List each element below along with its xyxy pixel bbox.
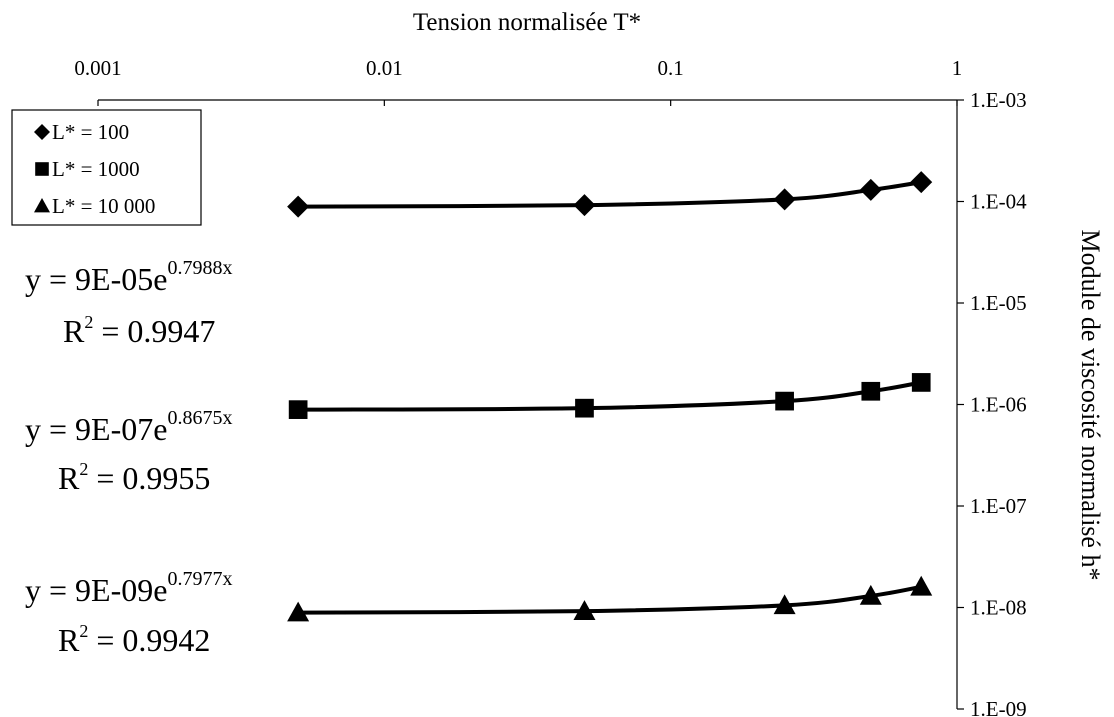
r2-value: = 0.9942	[88, 622, 211, 658]
r2-value: = 0.9947	[93, 313, 216, 349]
r2-label: R	[58, 460, 80, 496]
series-line-2	[298, 380, 922, 412]
series-curves	[298, 180, 922, 615]
legend-marker	[35, 162, 49, 176]
y-tick-label: 1.E-03	[970, 88, 1027, 112]
data-point	[910, 171, 933, 194]
series-markers	[287, 171, 933, 622]
r-squared-2: R2 = 0.9955	[58, 459, 211, 496]
y-tick-label: 1.E-05	[970, 291, 1027, 315]
equation-exponent: 0.8675x	[167, 407, 233, 430]
x-tick-label: 0.1	[658, 56, 684, 80]
trendline-equation-3: y = 9E-09e0.7977x	[25, 569, 232, 608]
trendline-equation-1: y = 9E-05e0.7988x	[25, 258, 232, 297]
data-point	[775, 391, 794, 411]
legend-label: L* = 100	[52, 120, 129, 144]
equation-base: y = 9E-07e	[25, 411, 168, 447]
legend-marker	[34, 198, 50, 213]
r2-sup: 2	[79, 459, 89, 480]
data-point	[861, 381, 881, 401]
y-tick-label: 1.E-09	[970, 697, 1027, 717]
data-point	[573, 194, 596, 217]
legend-label: L* = 10 000	[52, 194, 155, 218]
equation-base: y = 9E-09e	[25, 572, 168, 608]
y-tick-label: 1.E-08	[970, 596, 1027, 620]
x-tick-label: 0.001	[74, 56, 121, 80]
trendline-equation-2: y = 9E-07e0.8675x	[25, 408, 232, 447]
x-tick-label: 1	[952, 56, 963, 80]
y-tick-label: 1.E-07	[970, 494, 1027, 518]
r2-sup: 2	[79, 621, 89, 642]
equation-exponent: 0.7988x	[167, 257, 233, 280]
data-point	[859, 584, 882, 605]
legend: L* = 100 L* = 1000 L* = 10 000	[11, 109, 202, 226]
series-line-1	[298, 180, 922, 209]
legend-marker	[34, 124, 50, 140]
data-point	[575, 398, 594, 418]
legend-label: L* = 1000	[52, 157, 140, 181]
data-point	[287, 601, 310, 622]
r-squared-3: R2 = 0.9942	[58, 621, 211, 658]
data-point	[288, 400, 308, 419]
r2-label: R	[58, 622, 80, 658]
x-tick-label: 0.01	[366, 56, 403, 80]
y-tick-label: 1.E-06	[970, 393, 1027, 417]
axes: 0.001 0.01 0.1 1 1.E-03 1.E-04 1.E-05 1.E-06 1.E…	[74, 56, 1027, 717]
r2-label: R	[63, 313, 85, 349]
data-point	[573, 600, 596, 620]
r2-sup: 2	[84, 312, 94, 333]
data-point	[910, 575, 933, 596]
data-point	[287, 195, 310, 218]
x-axis-label: Tension normalisée T*	[413, 9, 641, 36]
data-point	[911, 373, 931, 392]
r-squared-1: R2 = 0.9947	[63, 312, 216, 349]
series-line-3	[298, 584, 922, 615]
equation-base: y = 9E-05e	[25, 261, 168, 297]
y-axis-label: Module de viscosité normalisé h*	[1076, 230, 1105, 581]
equation-exponent: 0.7977x	[167, 568, 233, 591]
r2-value: = 0.9955	[88, 460, 211, 496]
data-point	[859, 178, 882, 201]
y-tick-label: 1.E-04	[970, 190, 1027, 214]
data-point	[773, 594, 796, 615]
data-point	[773, 188, 796, 211]
